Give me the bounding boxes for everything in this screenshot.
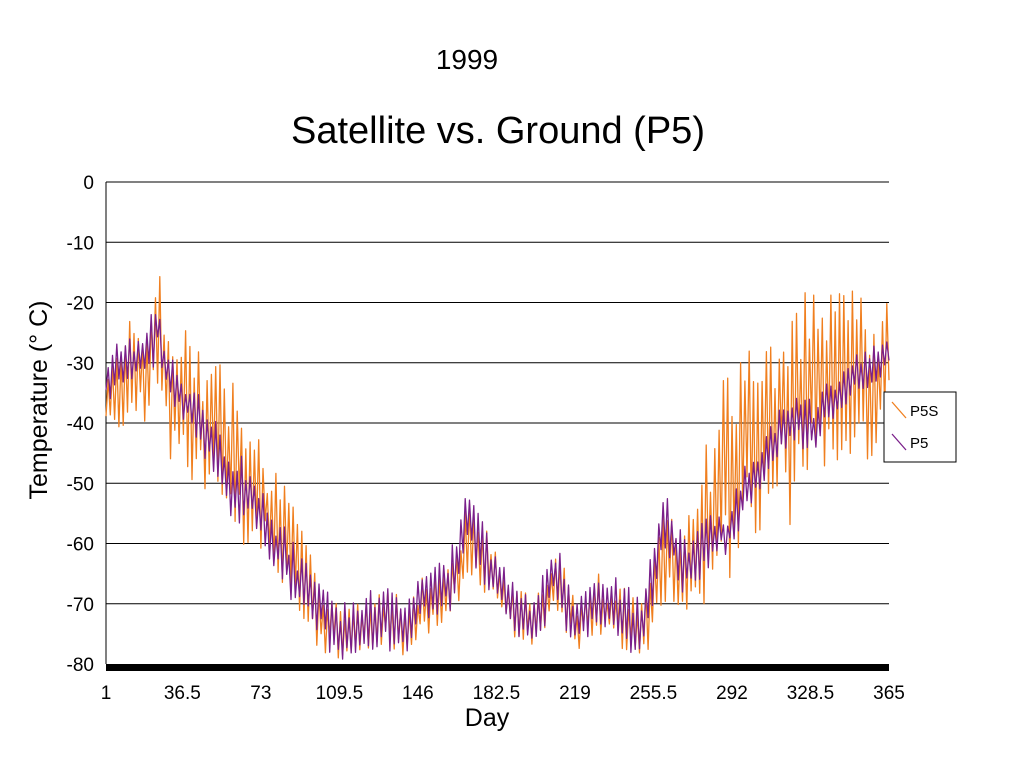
y-tick-labels: 0 -10 -20 -30 -40 -50 -60 -70 -80 xyxy=(67,173,94,676)
y-tick-label: -80 xyxy=(67,655,94,676)
x-tick-label: 146 xyxy=(402,683,434,704)
x-tick-label: 292 xyxy=(716,683,748,704)
year-heading: 1999 xyxy=(435,44,499,75)
y-tick-label: -60 xyxy=(67,535,94,556)
x-tick-label: 255.5 xyxy=(630,683,678,704)
x-tick-label: 328.5 xyxy=(787,683,835,704)
x-axis-label: Day xyxy=(465,704,510,732)
y-tick-label: -40 xyxy=(67,414,94,435)
legend-swatch-p5s xyxy=(891,401,907,419)
legend-label-p5: P5 xyxy=(910,435,928,452)
legend: P5S P5 xyxy=(883,391,957,463)
y-tick-label: -10 xyxy=(67,233,94,254)
y-axis-label: Temperature (° C) xyxy=(25,301,53,500)
series-lines xyxy=(105,275,890,660)
legend-label-p5s: P5S xyxy=(910,403,938,420)
x-tick-label: 109.5 xyxy=(316,683,364,704)
series-line-p5 xyxy=(105,313,890,660)
y-tick-label: -30 xyxy=(67,354,94,375)
x-tick-labels: 1 36.5 73 109.5 146 182.5 219 255.5 292 328.5 365 xyxy=(101,683,905,704)
y-tick-label: -20 xyxy=(67,294,94,315)
x-tick-label: 219 xyxy=(559,683,591,704)
chart-title: Satellite vs. Ground (P5) xyxy=(291,110,705,152)
x-tick-label: 1 xyxy=(101,683,112,704)
x-tick-label: 365 xyxy=(873,683,905,704)
x-tick-label: 73 xyxy=(250,683,271,704)
y-tick-label: -70 xyxy=(67,595,94,616)
gridlines xyxy=(105,181,889,664)
legend-box xyxy=(883,391,957,463)
y-tick-label: -50 xyxy=(67,474,94,495)
legend-swatch-p5 xyxy=(891,433,907,451)
x-tick-label: 36.5 xyxy=(164,683,201,704)
x-tick-label: 182.5 xyxy=(473,683,521,704)
series-line-p5s xyxy=(105,275,890,659)
x-axis-bar xyxy=(106,664,889,671)
y-tick-label: 0 xyxy=(83,173,94,194)
